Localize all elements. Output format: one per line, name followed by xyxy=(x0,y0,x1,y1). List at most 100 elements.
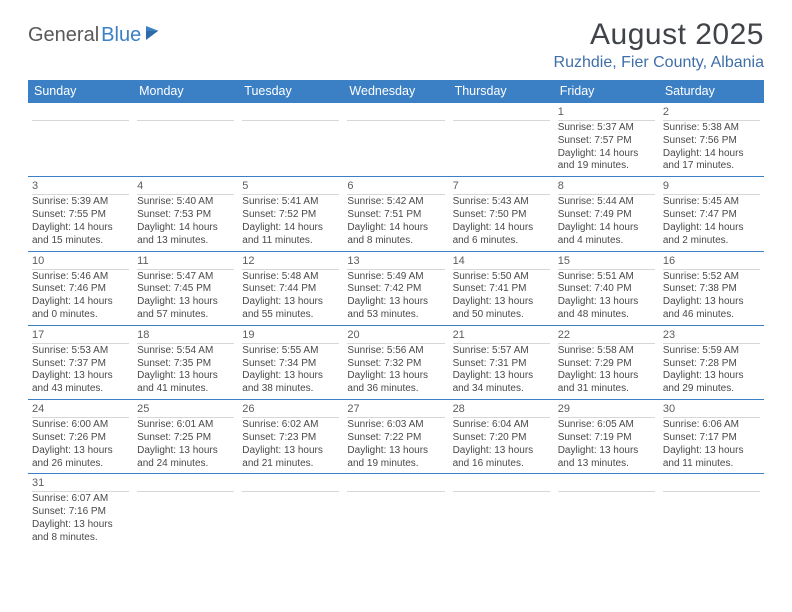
sunset-text: Sunset: 7:29 PM xyxy=(558,358,655,371)
weekday-header: Tuesday xyxy=(238,80,343,103)
day-cell-empty xyxy=(133,103,238,176)
daylight-text: and 6 minutes. xyxy=(453,235,550,248)
sunset-text: Sunset: 7:52 PM xyxy=(242,209,339,222)
daylight-text: Daylight: 13 hours xyxy=(242,296,339,309)
sunset-text: Sunset: 7:44 PM xyxy=(242,283,339,296)
sunrise-text: Sunrise: 5:39 AM xyxy=(32,196,129,209)
day-number xyxy=(347,476,444,492)
day-number: 25 xyxy=(137,402,234,418)
sunrise-text: Sunrise: 5:56 AM xyxy=(347,345,444,358)
sunset-text: Sunset: 7:40 PM xyxy=(558,283,655,296)
daylight-text: Daylight: 13 hours xyxy=(558,296,655,309)
weekday-header: Sunday xyxy=(28,80,133,103)
daylight-text: and 53 minutes. xyxy=(347,309,444,322)
daylight-text: and 13 minutes. xyxy=(558,458,655,471)
day-number: 10 xyxy=(32,254,129,270)
sunset-text: Sunset: 7:41 PM xyxy=(453,283,550,296)
daylight-text: and 31 minutes. xyxy=(558,383,655,396)
day-number: 20 xyxy=(347,328,444,344)
day-cell: 28Sunrise: 6:04 AMSunset: 7:20 PMDayligh… xyxy=(449,400,554,473)
daylight-text: and 43 minutes. xyxy=(32,383,129,396)
day-cell: 20Sunrise: 5:56 AMSunset: 7:32 PMDayligh… xyxy=(343,326,448,399)
daylight-text: and 13 minutes. xyxy=(137,235,234,248)
sunset-text: Sunset: 7:32 PM xyxy=(347,358,444,371)
sunset-text: Sunset: 7:51 PM xyxy=(347,209,444,222)
daylight-text: and 19 minutes. xyxy=(558,160,655,173)
day-cell: 18Sunrise: 5:54 AMSunset: 7:35 PMDayligh… xyxy=(133,326,238,399)
day-number: 2 xyxy=(663,105,760,121)
daylight-text: and 11 minutes. xyxy=(663,458,760,471)
day-cell-empty xyxy=(449,474,554,547)
day-cell-empty xyxy=(238,474,343,547)
sunrise-text: Sunrise: 5:44 AM xyxy=(558,196,655,209)
daylight-text: and 38 minutes. xyxy=(242,383,339,396)
title-block: August 2025 Ruzhdie, Fier County, Albani… xyxy=(554,18,764,72)
daylight-text: Daylight: 13 hours xyxy=(453,370,550,383)
day-number: 18 xyxy=(137,328,234,344)
day-number: 30 xyxy=(663,402,760,418)
sunrise-text: Sunrise: 6:07 AM xyxy=(32,493,129,506)
daylight-text: Daylight: 13 hours xyxy=(347,370,444,383)
day-number xyxy=(453,476,550,492)
day-number: 13 xyxy=(347,254,444,270)
day-cell: 25Sunrise: 6:01 AMSunset: 7:25 PMDayligh… xyxy=(133,400,238,473)
week-row: 17Sunrise: 5:53 AMSunset: 7:37 PMDayligh… xyxy=(28,326,764,400)
daylight-text: and 34 minutes. xyxy=(453,383,550,396)
daylight-text: Daylight: 13 hours xyxy=(347,296,444,309)
daylight-text: and 46 minutes. xyxy=(663,309,760,322)
sunset-text: Sunset: 7:22 PM xyxy=(347,432,444,445)
week-row: 24Sunrise: 6:00 AMSunset: 7:26 PMDayligh… xyxy=(28,400,764,474)
daylight-text: and 8 minutes. xyxy=(32,532,129,545)
day-number: 28 xyxy=(453,402,550,418)
day-number: 23 xyxy=(663,328,760,344)
day-number xyxy=(137,476,234,492)
day-cell: 10Sunrise: 5:46 AMSunset: 7:46 PMDayligh… xyxy=(28,252,133,325)
daylight-text: Daylight: 13 hours xyxy=(242,370,339,383)
sunrise-text: Sunrise: 5:52 AM xyxy=(663,271,760,284)
day-cell: 19Sunrise: 5:55 AMSunset: 7:34 PMDayligh… xyxy=(238,326,343,399)
day-cell: 16Sunrise: 5:52 AMSunset: 7:38 PMDayligh… xyxy=(659,252,764,325)
sunrise-text: Sunrise: 5:38 AM xyxy=(663,122,760,135)
day-cell-empty xyxy=(28,103,133,176)
sunset-text: Sunset: 7:42 PM xyxy=(347,283,444,296)
daylight-text: Daylight: 13 hours xyxy=(453,296,550,309)
week-row: 1Sunrise: 5:37 AMSunset: 7:57 PMDaylight… xyxy=(28,103,764,177)
week-row: 3Sunrise: 5:39 AMSunset: 7:55 PMDaylight… xyxy=(28,177,764,251)
daylight-text: Daylight: 13 hours xyxy=(558,445,655,458)
calendar-grid: SundayMondayTuesdayWednesdayThursdayFrid… xyxy=(28,80,764,548)
sunset-text: Sunset: 7:28 PM xyxy=(663,358,760,371)
sunrise-text: Sunrise: 6:06 AM xyxy=(663,419,760,432)
sunrise-text: Sunrise: 5:49 AM xyxy=(347,271,444,284)
logo: GeneralBlue xyxy=(28,24,167,47)
day-number xyxy=(137,105,234,121)
day-number: 15 xyxy=(558,254,655,270)
daylight-text: Daylight: 13 hours xyxy=(32,519,129,532)
daylight-text: and 17 minutes. xyxy=(663,160,760,173)
day-number xyxy=(32,105,129,121)
day-number: 3 xyxy=(32,179,129,195)
daylight-text: Daylight: 14 hours xyxy=(663,148,760,161)
daylight-text: and 55 minutes. xyxy=(242,309,339,322)
sunset-text: Sunset: 7:45 PM xyxy=(137,283,234,296)
sunrise-text: Sunrise: 6:05 AM xyxy=(558,419,655,432)
day-cell: 24Sunrise: 6:00 AMSunset: 7:26 PMDayligh… xyxy=(28,400,133,473)
day-number: 29 xyxy=(558,402,655,418)
day-cell-empty xyxy=(343,103,448,176)
sunset-text: Sunset: 7:37 PM xyxy=(32,358,129,371)
daylight-text: Daylight: 14 hours xyxy=(558,148,655,161)
location-text: Ruzhdie, Fier County, Albania xyxy=(554,54,764,72)
day-number: 19 xyxy=(242,328,339,344)
daylight-text: Daylight: 14 hours xyxy=(663,222,760,235)
daylight-text: and 19 minutes. xyxy=(347,458,444,471)
sunset-text: Sunset: 7:16 PM xyxy=(32,506,129,519)
sunset-text: Sunset: 7:38 PM xyxy=(663,283,760,296)
daylight-text: Daylight: 14 hours xyxy=(558,222,655,235)
sunrise-text: Sunrise: 6:00 AM xyxy=(32,419,129,432)
daylight-text: and 41 minutes. xyxy=(137,383,234,396)
day-number xyxy=(663,476,760,492)
weekday-header: Thursday xyxy=(449,80,554,103)
day-cell: 23Sunrise: 5:59 AMSunset: 7:28 PMDayligh… xyxy=(659,326,764,399)
day-number: 21 xyxy=(453,328,550,344)
daylight-text: and 29 minutes. xyxy=(663,383,760,396)
day-number: 1 xyxy=(558,105,655,121)
